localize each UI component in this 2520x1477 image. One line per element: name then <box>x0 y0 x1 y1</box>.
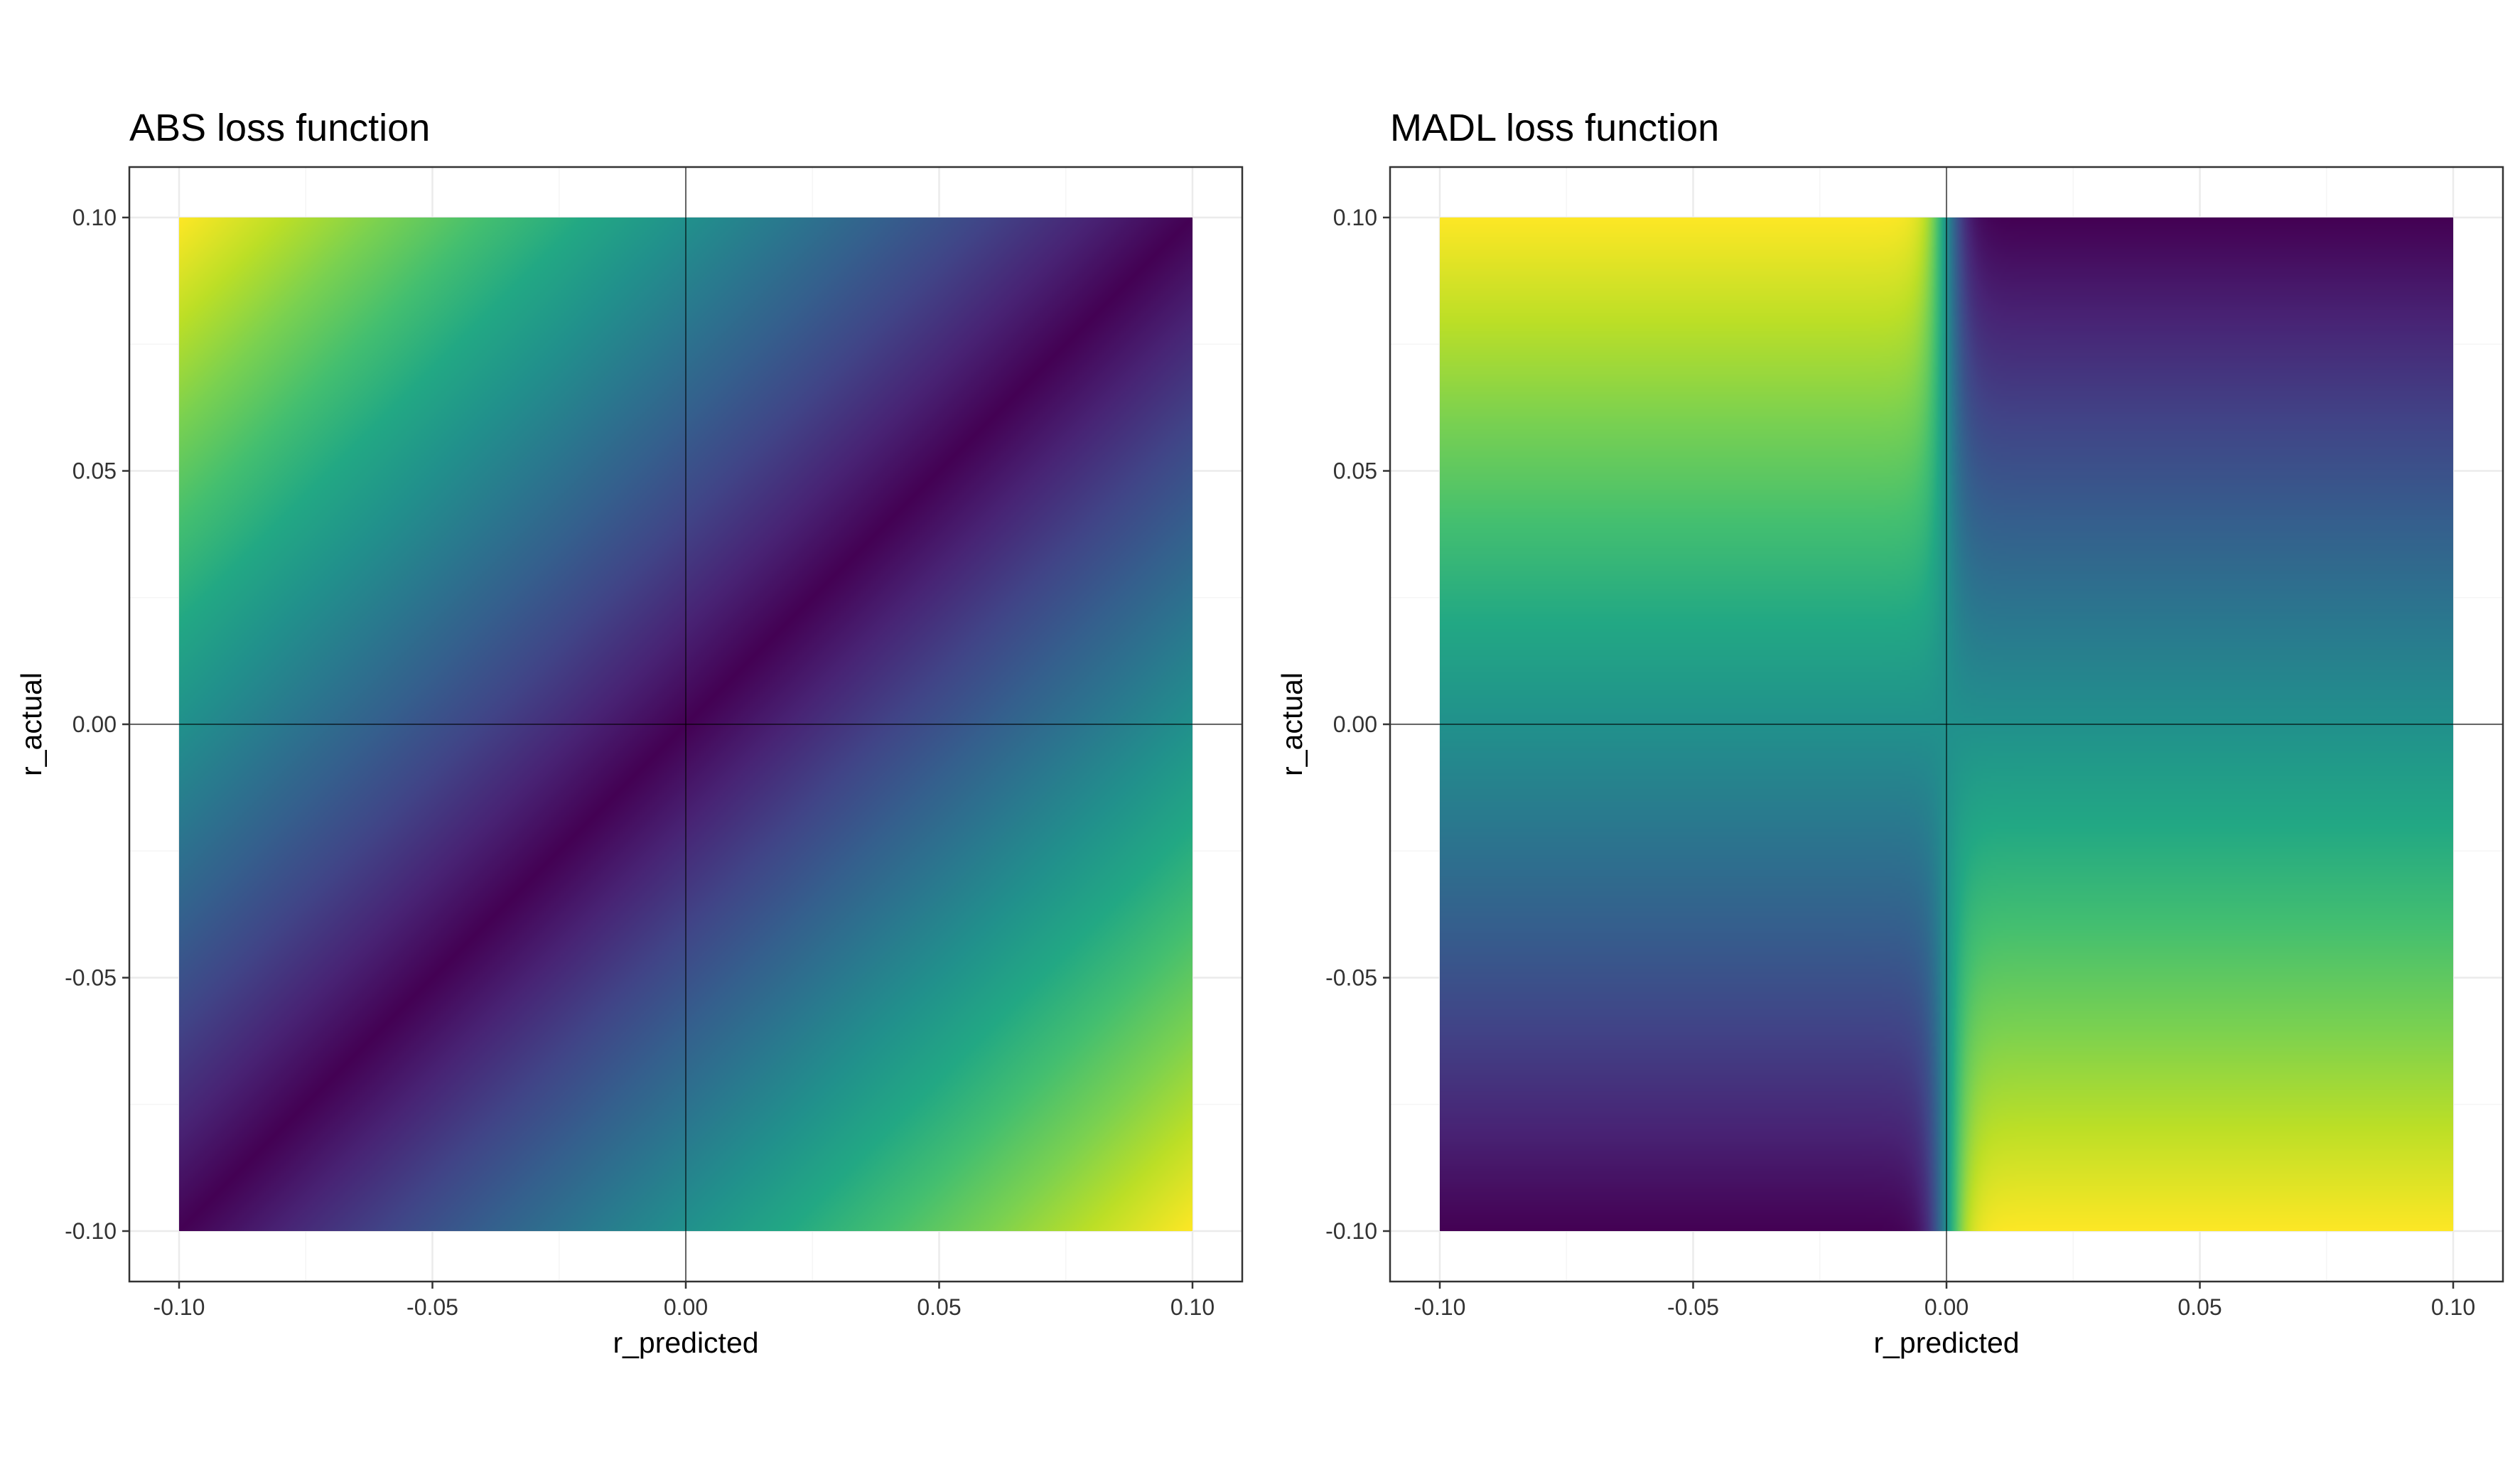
y-tick-label: 0.00 <box>1333 711 1377 737</box>
x-axis-title: r_predicted <box>613 1326 758 1359</box>
y-tick-label: 0.05 <box>1333 458 1377 484</box>
reference-lines <box>129 167 1242 1282</box>
y-tick-label: 0.05 <box>72 458 117 484</box>
x-axis-ticks: -0.10 -0.05 0.00 0.05 0.10 <box>1414 1282 2475 1320</box>
abs-loss-panel: ABS loss function -0.10 -0.05 0.00 0.05 0.10… <box>15 107 1244 1359</box>
y-tick-label: -0.05 <box>1325 965 1377 991</box>
chart-title: MADL loss function <box>1390 107 1719 149</box>
x-tick-label: -0.05 <box>1667 1294 1719 1320</box>
x-tick-label: -0.05 <box>406 1294 458 1320</box>
y-tick-label: 0.10 <box>72 205 117 230</box>
chart-title: ABS loss function <box>129 107 430 149</box>
x-axis-title: r_predicted <box>1873 1326 2019 1359</box>
y-axis-title: r_actual <box>1276 672 1308 776</box>
y-axis-ticks: -0.10 -0.05 0.00 0.05 0.10 <box>65 205 129 1244</box>
y-axis-title: r_actual <box>15 672 48 776</box>
x-axis-ticks: -0.10 -0.05 0.00 0.05 0.10 <box>154 1282 1215 1320</box>
y-tick-label: -0.05 <box>65 965 117 991</box>
reference-lines <box>1390 167 2503 1282</box>
x-tick-label: 0.10 <box>2431 1294 2475 1320</box>
x-tick-label: -0.10 <box>154 1294 205 1320</box>
y-tick-label: 0.00 <box>72 711 117 737</box>
y-tick-label: -0.10 <box>65 1218 117 1244</box>
x-tick-label: 0.05 <box>2177 1294 2222 1320</box>
x-tick-label: 0.10 <box>1170 1294 1215 1320</box>
x-tick-label: -0.10 <box>1414 1294 1466 1320</box>
x-tick-label: 0.05 <box>917 1294 961 1320</box>
y-axis-ticks: -0.10 -0.05 0.00 0.05 0.10 <box>1325 205 1390 1244</box>
x-tick-label: 0.00 <box>664 1294 708 1320</box>
x-tick-label: 0.00 <box>1924 1294 1969 1320</box>
y-tick-label: -0.10 <box>1325 1218 1377 1244</box>
y-tick-label: 0.10 <box>1333 205 1377 230</box>
madl-loss-panel: MADL loss function -0.10 -0.05 0.00 0.05 0.1… <box>1276 107 2504 1359</box>
